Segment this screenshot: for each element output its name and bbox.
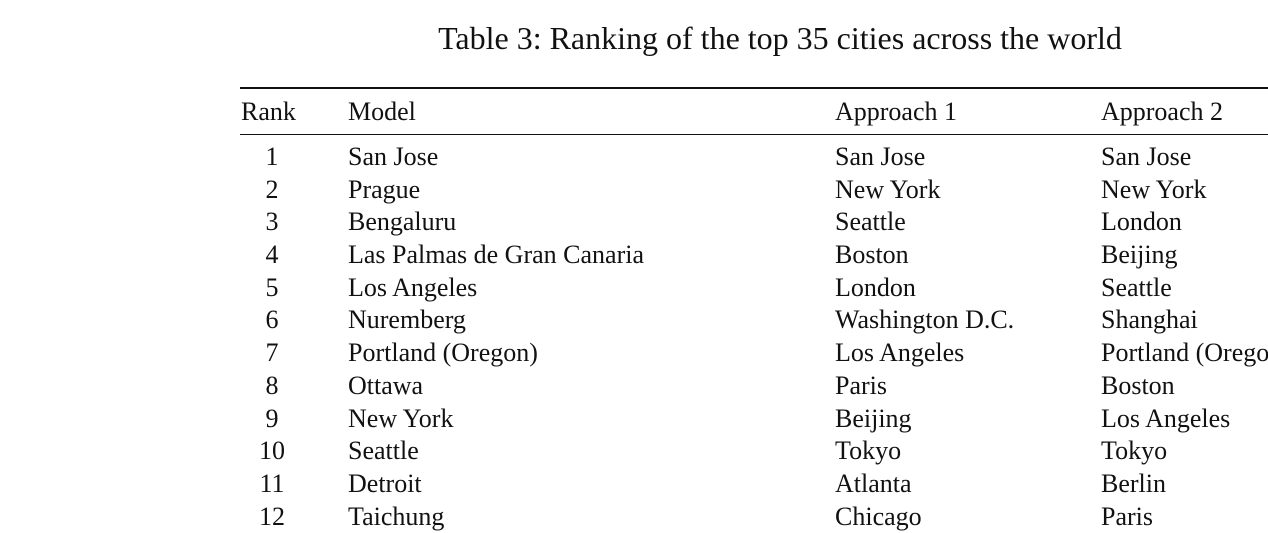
header-rank: Rank <box>241 97 296 126</box>
model-cell: Seattle <box>348 436 419 466</box>
approach-2-cell: Berlin <box>1101 468 1166 498</box>
model-cell: Ottawa <box>348 370 424 400</box>
approach-1-cell: Los Angeles <box>835 338 965 368</box>
model-cell: New York <box>348 403 454 433</box>
approach-1-cell: Chicago <box>835 501 922 531</box>
model-cell: Los Angeles <box>348 272 478 302</box>
approach-2-cell: New York <box>1101 174 1207 204</box>
table-header-row: Rank Model Approach 1 Approach 2 <box>240 89 1268 134</box>
model-cell: Detroit <box>348 468 422 498</box>
approach-2-cell: Los Angeles <box>1101 403 1231 433</box>
table-top-rule <box>240 87 1268 89</box>
approach-1-cell: Tokyo <box>835 436 902 466</box>
approach-1-cell: Seattle <box>835 207 906 237</box>
model-cell: Las Palmas de Gran Canaria <box>348 240 645 270</box>
approach-2-cell: Seattle <box>1101 272 1172 302</box>
model-cell: Nuremberg <box>348 305 466 335</box>
approach-2-cell: Paris <box>1101 501 1153 531</box>
table-row: 3 Bengaluru Seattle London <box>240 206 1268 239</box>
table-row: 11 Detroit Atlanta Berlin <box>240 468 1268 501</box>
table-row: 6 Nuremberg Washington D.C. Shanghai <box>240 304 1268 337</box>
rank-cell: 5 <box>265 272 279 302</box>
approach-2-cell: London <box>1101 207 1182 237</box>
model-cell: Bengaluru <box>348 207 457 237</box>
rank-cell: 6 <box>265 305 279 335</box>
table-row: 9 New York Beijing Los Angeles <box>240 403 1268 436</box>
table-row: 12 Taichung Chicago Paris <box>240 501 1268 533</box>
model-cell: Portland (Oregon) <box>348 338 538 368</box>
rank-cell: 12 <box>259 501 285 531</box>
approach-2-cell: Boston <box>1101 370 1175 400</box>
rank-cell: 8 <box>265 370 279 400</box>
approach-2-cell: San Jose <box>1101 142 1192 171</box>
rank-cell: 10 <box>259 436 285 466</box>
rank-cell: 9 <box>265 403 279 433</box>
approach-2-cell: Portland (Oregon) <box>1101 338 1268 368</box>
model-cell: San Jose <box>348 142 439 171</box>
rank-cell: 3 <box>265 207 279 237</box>
header-approach-2: Approach 2 <box>1101 97 1224 126</box>
approach-2-cell: Tokyo <box>1101 436 1168 466</box>
table-row: 8 Ottawa Paris Boston <box>240 370 1268 403</box>
table-row: 4 Las Palmas de Gran Canaria Boston Beijing <box>240 239 1268 272</box>
approach-1-cell: London <box>835 272 916 302</box>
approach-2-cell: Beijing <box>1101 240 1178 270</box>
table-caption: Table 3: Ranking of the top 35 cities ac… <box>438 20 1122 56</box>
table-row: 2 Prague New York New York <box>240 174 1268 207</box>
approach-1-cell: Atlanta <box>835 468 912 498</box>
table-row: 10 Seattle Tokyo Tokyo <box>240 435 1268 468</box>
rank-cell: 4 <box>265 240 279 270</box>
table-header-rule <box>240 134 1268 135</box>
approach-1-cell: Beijing <box>835 403 912 433</box>
rank-cell: 2 <box>265 174 279 204</box>
rank-cell: 1 <box>265 142 279 171</box>
table-body: 1 San Jose San Jose San Jose 2 Prague New York… <box>240 135 1268 533</box>
table-row: 7 Portland (Oregon) Los Angeles Portland (O… <box>240 337 1268 370</box>
rank-cell: 11 <box>259 468 285 498</box>
header-approach-1: Approach 1 <box>835 97 958 126</box>
model-cell: Prague <box>348 174 421 204</box>
rank-cell: 7 <box>265 338 279 368</box>
approach-2-cell: Shanghai <box>1101 305 1198 335</box>
ranking-table: Rank Model Approach 1 Approach 2 1 San Jo… <box>240 87 1268 533</box>
model-cell: Taichung <box>348 501 445 531</box>
header-model: Model <box>348 97 416 126</box>
approach-1-cell: Boston <box>835 240 909 270</box>
approach-1-cell: New York <box>835 174 941 204</box>
approach-1-cell: San Jose <box>835 142 926 171</box>
approach-1-cell: Paris <box>835 370 887 400</box>
table-row: 1 San Jose San Jose San Jose <box>240 141 1268 174</box>
approach-1-cell: Washington D.C. <box>835 305 1015 335</box>
table-row: 5 Los Angeles London Seattle <box>240 272 1268 305</box>
